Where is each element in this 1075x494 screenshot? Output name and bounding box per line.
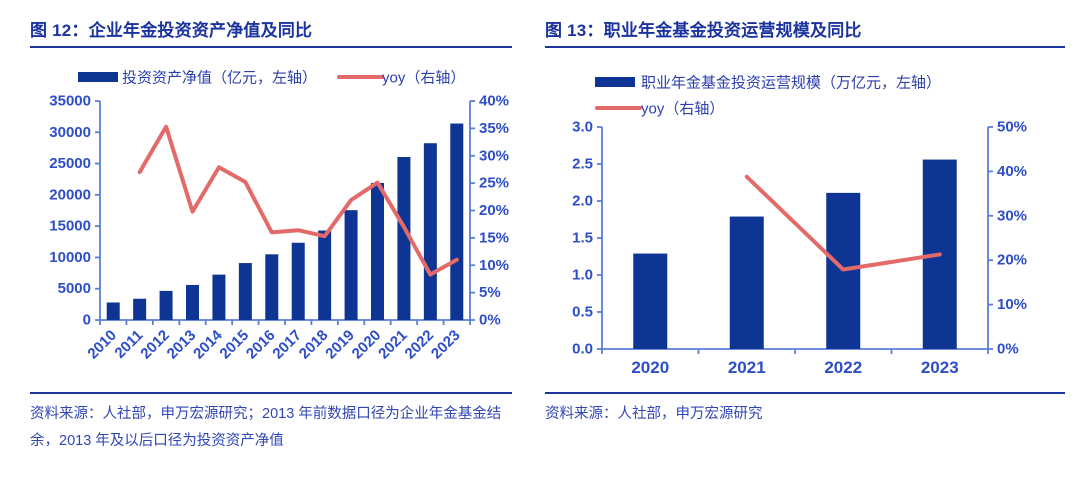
left-axis-tick-label: 25000	[49, 155, 91, 172]
right-axis-tick-label: 10%	[479, 257, 509, 274]
right-axis-tick-label: 30%	[997, 207, 1027, 224]
bar-2017	[291, 242, 305, 320]
legend-line-swatch	[595, 106, 642, 110]
x-axis-label: 2023	[428, 327, 464, 363]
x-axis-label: 2017	[269, 327, 305, 363]
right-axis-tick-label: 40%	[997, 163, 1027, 180]
x-axis-label: 2022	[824, 358, 862, 377]
figure-12-title: 图 12：企业年金投资资产净值及同比	[30, 16, 512, 48]
figure-13-chart: 职业年金基金投资运营规模（万亿元，左轴） yoy（右轴） 0.0 0.5 1.0 1.5 2…	[572, 75, 1027, 378]
left-axis-tick-label: 35000	[49, 93, 91, 110]
right-axis-tick-label: 0%	[997, 341, 1019, 358]
x-axis-label: 2012	[137, 327, 173, 363]
bar-2018	[318, 230, 332, 320]
left-axis-tick-label: 0.5	[572, 304, 593, 321]
right-axis-tick-label: 5%	[479, 284, 501, 301]
bar-2013	[186, 284, 199, 320]
x-axis-label: 2014	[190, 326, 226, 362]
x-axis-label: 2011	[111, 327, 146, 362]
bar-2016	[265, 254, 279, 320]
bar-2011	[133, 298, 147, 320]
bar-2020	[371, 182, 384, 320]
figure-12-source: 资料来源：人社部，申万宏源研究；2013 年前数据口径为企业年金基金结余，201…	[30, 406, 502, 449]
figure-13-source: 资料来源：人社部，申万宏源研究	[545, 406, 763, 422]
right-axis-tick-label: 10%	[997, 296, 1027, 313]
left-axis-tick-label: 1.0	[572, 267, 593, 284]
legend-label: 投资资产净值（亿元，左轴）	[122, 70, 317, 87]
bar-2021	[729, 216, 764, 349]
legend-line-swatch	[337, 75, 384, 79]
bar-2019	[344, 210, 358, 320]
right-axis-tick-label: 30%	[479, 147, 509, 164]
legend-label: 职业年金基金投资运营规模（万亿元，左轴）	[641, 75, 941, 92]
left-axis-tick-label: 1.5	[572, 230, 593, 247]
left-axis-tick-label: 2.0	[572, 193, 593, 210]
left-axis-tick-label: 0	[83, 312, 91, 329]
x-axis-label: 2016	[243, 327, 279, 363]
figure-13: 图 13：职业年金基金投资运营规模及同比 职业年金基金投资运营规模（万亿元，左轴…	[545, 16, 1065, 428]
bar-2021	[397, 157, 411, 320]
yoy-line	[137, 124, 459, 277]
x-axis-label: 2021	[728, 358, 766, 377]
legend-label: yoy（右轴）	[382, 70, 465, 87]
left-axis-tick-label: 30000	[49, 124, 91, 141]
bar-2022	[423, 143, 437, 320]
bar-2014	[212, 274, 226, 320]
x-axis-label: 2020	[349, 327, 385, 363]
x-axis-label: 2015	[217, 327, 253, 363]
right-axis-tick-label: 25%	[479, 175, 509, 192]
left-axis-tick-label: 10000	[49, 249, 91, 266]
x-axis-label: 2023	[921, 358, 959, 377]
figure-13-source-divider	[545, 392, 1065, 394]
figure-13-title: 图 13：职业年金基金投资运营规模及同比	[545, 16, 1065, 48]
right-axis-tick-label: 20%	[997, 252, 1027, 269]
bar-2012	[159, 290, 173, 320]
right-axis-tick-label: 15%	[479, 229, 509, 246]
left-axis-tick-label: 5000	[58, 280, 91, 297]
x-axis-label: 2021	[375, 327, 411, 363]
x-axis-label: 2018	[296, 327, 332, 363]
right-axis-tick-label: 35%	[479, 120, 509, 137]
bar-2010	[106, 302, 120, 320]
figure-13-chart-area: 职业年金基金投资运营规模（万亿元，左轴） yoy（右轴） 0.0 0.5 1.0 1.5 2…	[545, 52, 1065, 392]
figure-12-source-divider	[30, 392, 512, 394]
bar-2020	[633, 253, 668, 349]
right-axis-tick-label: 20%	[479, 202, 509, 219]
bar-2015	[238, 263, 252, 320]
legend-label: yoy（右轴）	[641, 101, 724, 118]
figure-12-chart: 投资资产净值（亿元，左轴） yoy（右轴） 0 5000 10000 15000 20000…	[49, 70, 509, 363]
right-axis-tick-label: 0%	[479, 312, 501, 329]
figure-12-chart-area: 投资资产净值（亿元，左轴） yoy（右轴） 0 5000 10000 15000 20000…	[30, 52, 512, 392]
left-axis-tick-label: 3.0	[572, 119, 593, 136]
left-axis-tick-label: 0.0	[572, 341, 593, 358]
left-axis-tick-label: 2.5	[572, 156, 593, 173]
right-axis-tick-label: 40%	[479, 93, 509, 110]
x-axis-label: 2020	[631, 358, 669, 377]
left-axis-tick-label: 20000	[49, 186, 91, 203]
legend-bar-swatch	[78, 72, 118, 82]
x-axis-label: 2010	[84, 327, 120, 363]
x-axis-label: 2019	[322, 327, 358, 363]
bar-2023	[450, 123, 464, 320]
legend-bar-swatch	[595, 77, 635, 87]
left-axis-tick-label: 15000	[49, 218, 91, 235]
right-axis-tick-label: 50%	[997, 119, 1027, 136]
x-axis-label: 2022	[402, 327, 438, 363]
figure-12: 图 12：企业年金投资资产净值及同比 投资资产净值（亿元，左轴） yoy（右轴） 0…	[30, 16, 512, 455]
x-axis-label: 2013	[164, 327, 200, 363]
yoy-line	[744, 174, 942, 272]
